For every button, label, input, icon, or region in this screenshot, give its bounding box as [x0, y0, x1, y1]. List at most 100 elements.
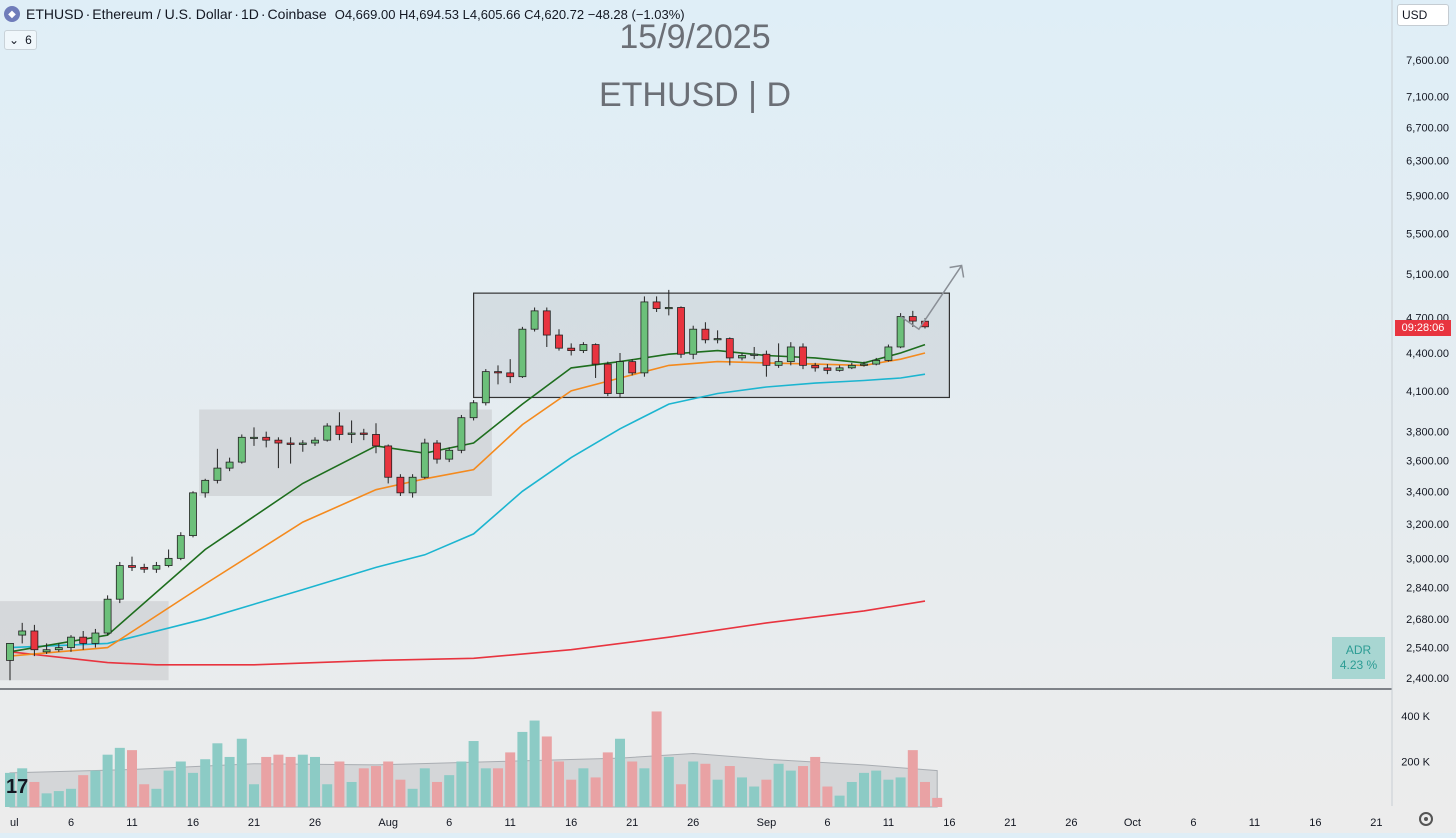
candle	[79, 630, 88, 650]
projection-path	[900, 265, 963, 331]
candle-body	[225, 461, 234, 469]
candle	[823, 364, 832, 375]
volume-bar	[834, 795, 845, 807]
candle	[30, 624, 39, 657]
volume-bar	[883, 779, 894, 807]
candle	[140, 563, 149, 573]
candle	[103, 595, 112, 636]
volume-bar	[688, 761, 699, 807]
volume-bar	[676, 784, 686, 807]
candle-body	[530, 310, 539, 330]
candle	[18, 622, 27, 644]
time-axis: ul 6 11 16 21 26 Aug 6 11 16 21 26 Sep 6 11 16 21 26 Oct 6 1…	[10, 817, 1383, 829]
volume-bar	[615, 738, 625, 807]
candle	[457, 414, 466, 454]
currency-selector[interactable]: USD	[1397, 4, 1449, 26]
candle-body	[335, 425, 344, 435]
candle-body	[494, 371, 502, 374]
adr-badge: ADR 4.23 %	[1332, 637, 1385, 679]
candle-body	[872, 359, 881, 365]
candle	[298, 440, 307, 452]
ethereum-logo-icon: ◆	[4, 6, 20, 22]
candle-body	[445, 449, 454, 460]
candle-body	[30, 630, 39, 651]
candle	[433, 440, 441, 464]
volume-bar	[419, 768, 430, 807]
volume-bar	[188, 772, 198, 807]
candle-body	[140, 566, 149, 570]
candle	[201, 478, 210, 498]
ema-long-line	[9, 600, 926, 666]
time-tick-label: Sep	[757, 817, 777, 829]
high-value: H4,694.53	[399, 6, 460, 22]
volume-bar	[798, 766, 808, 807]
candle-body	[518, 328, 527, 378]
candle	[469, 400, 478, 421]
price-tick-label: 6,300.00	[1406, 156, 1449, 168]
candle-body	[372, 434, 380, 447]
volume-bar	[383, 761, 394, 807]
ema-mid-line	[9, 352, 926, 657]
volume-bar	[932, 797, 943, 807]
volume-bar	[297, 754, 308, 807]
volume-bar	[480, 768, 491, 807]
symbol-name: Ethereum / U.S. Dollar	[92, 6, 233, 22]
candle-body	[384, 445, 393, 478]
volume-bar	[920, 781, 930, 807]
candle-body	[274, 439, 283, 444]
price-tick-label: 7,100.00	[1406, 91, 1449, 103]
symbol[interactable]: ETHUSD	[26, 6, 84, 22]
candle-body	[603, 363, 612, 394]
candle	[506, 359, 515, 384]
candle-body	[579, 344, 588, 351]
gear-icon[interactable]	[1419, 812, 1433, 826]
candle	[701, 322, 710, 344]
price-tick-label: 5,500.00	[1406, 228, 1449, 240]
volume-tick-label: 400 K	[1401, 711, 1430, 723]
candle	[652, 296, 661, 312]
candle	[847, 362, 856, 370]
volume-bar	[761, 779, 772, 807]
candle-body	[884, 346, 893, 361]
candle-body	[908, 316, 917, 322]
candle	[713, 330, 722, 344]
candle	[860, 361, 868, 367]
candle	[725, 337, 734, 366]
candle-body	[6, 642, 14, 661]
indicators-toggle[interactable]: ⌄ 6	[4, 30, 37, 50]
price-tick-label: 5,900.00	[1406, 191, 1449, 203]
candle-body	[847, 364, 856, 369]
volume-bar	[90, 770, 101, 807]
tradingview-logo-icon[interactable]: 17	[6, 776, 29, 798]
candle-body	[738, 355, 746, 359]
candle-body	[189, 492, 197, 537]
volume-bar	[322, 784, 333, 807]
volume-bar	[236, 738, 247, 807]
time-tick-label: 11	[504, 817, 515, 829]
volume-bar	[151, 788, 162, 807]
volume-bar	[78, 775, 89, 807]
volume-bar	[261, 756, 272, 807]
time-tick-label: 26	[687, 817, 699, 829]
volume-bar	[590, 777, 601, 807]
candle-body	[67, 636, 75, 649]
candle	[6, 642, 14, 681]
candle-body	[555, 334, 563, 349]
candle-body	[237, 436, 246, 463]
candle	[323, 423, 332, 442]
indicators-count: 6	[25, 33, 32, 47]
time-tick-label: 26	[1065, 817, 1077, 829]
candle-body	[433, 442, 441, 460]
volume-bar	[822, 786, 833, 807]
candle-body	[79, 636, 88, 644]
candle	[372, 423, 380, 454]
candle	[311, 437, 319, 446]
interval[interactable]: 1D	[240, 6, 259, 22]
volume-bar	[663, 756, 674, 807]
candle-body	[823, 367, 832, 371]
candle	[689, 325, 698, 360]
candle	[347, 420, 356, 444]
candle-body	[628, 361, 637, 374]
